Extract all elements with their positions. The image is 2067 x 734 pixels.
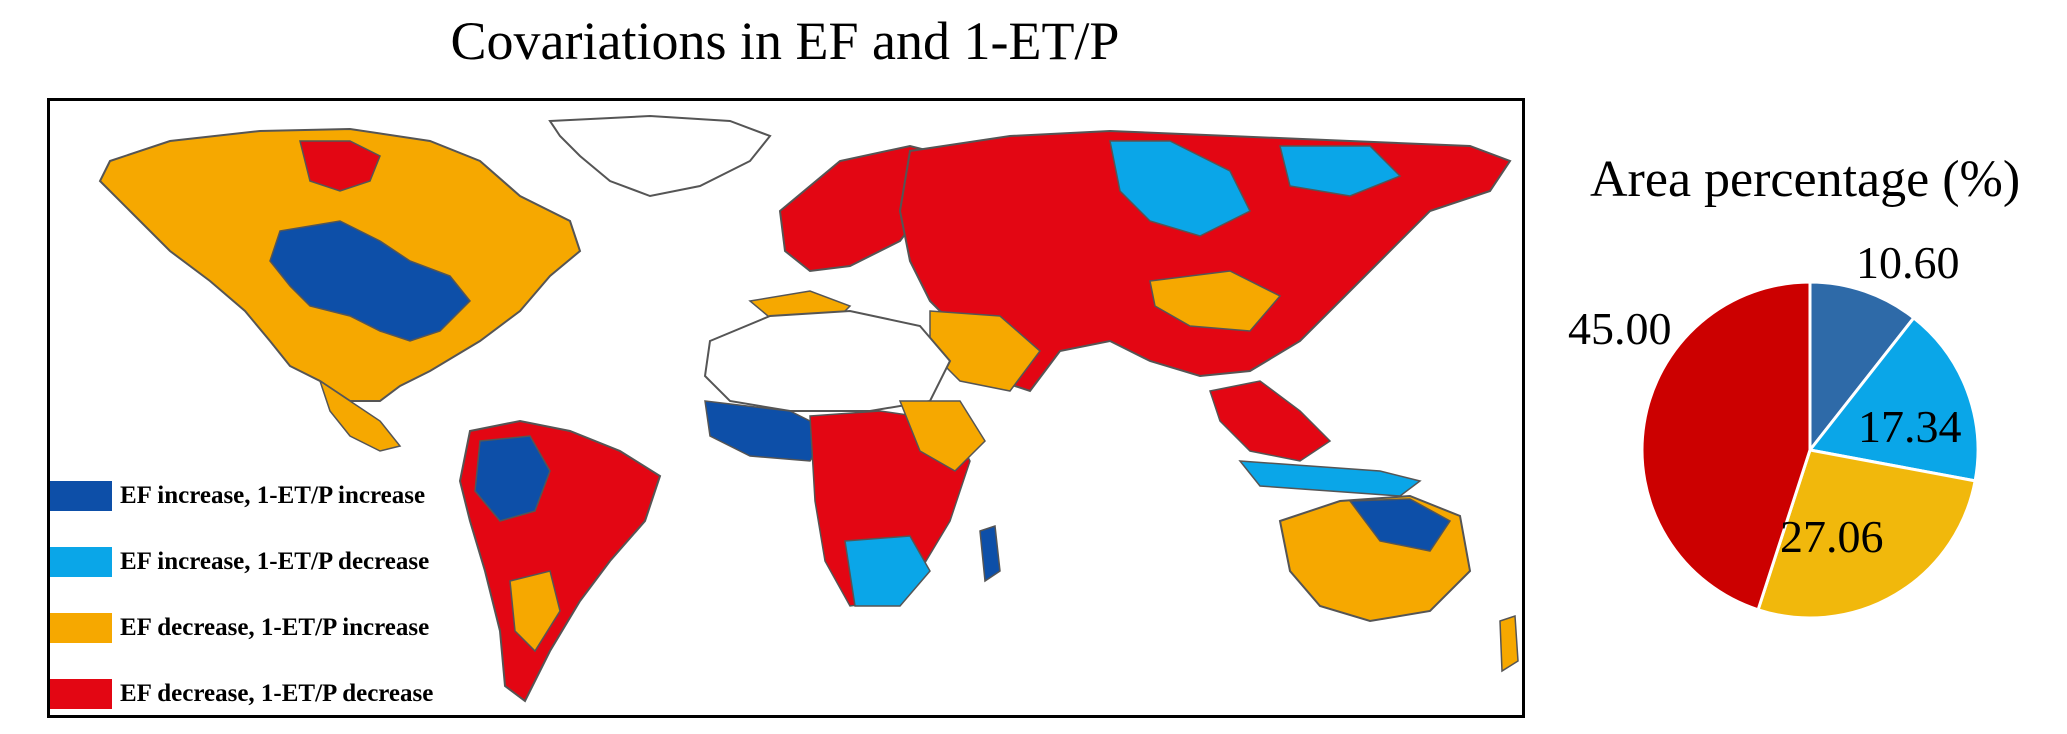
pie-label-slice-2: 17.34 [1858, 401, 1962, 452]
asia-orange-region [1149, 270, 1282, 332]
legend-label: EF decrease, 1-ET/P decrease [120, 680, 434, 707]
africa-west-region [704, 400, 832, 462]
pie-label-slice-3: 27.06 [1780, 511, 1884, 562]
legend-label: EF decrease, 1-ET/P increase [120, 614, 430, 641]
canada-red-region [299, 140, 381, 192]
world-map-graphic [98, 114, 1519, 703]
map-title: Covariations in EF and 1-ET/P [450, 11, 1120, 71]
pie-slice-3 [1756, 448, 1977, 620]
pie-label-slice-1: 10.60 [1856, 237, 1960, 288]
africa-north-region [703, 309, 952, 412]
legend-swatch [50, 679, 112, 709]
south-america-blue-region [474, 435, 551, 522]
legend-label: EF increase, 1-ET/P increase [120, 482, 426, 509]
legend-swatch [50, 547, 112, 577]
greenland-region [548, 114, 772, 198]
indonesia-region [1238, 460, 1422, 497]
asia-blue-region-east [1279, 145, 1402, 197]
legend-swatch [50, 613, 112, 643]
madagascar-region [979, 524, 1001, 583]
north-america-blue-region [269, 220, 472, 342]
legend-item-ef-decrease-1etp-decrease: EF decrease, 1-ET/P decrease [50, 674, 433, 714]
world-map [47, 98, 1525, 718]
legend-swatch [50, 481, 112, 511]
pie-slice-1 [1808, 280, 1916, 455]
africa-south-region [844, 535, 931, 607]
pie-slice-4 [1640, 280, 1812, 612]
legend-label: EF increase, 1-ET/P decrease [120, 548, 430, 575]
southeast-asia-region [1209, 380, 1332, 462]
pie-title: Area percentage (%) [1590, 151, 2021, 208]
legend-item-ef-decrease-1etp-increase: EF decrease, 1-ET/P increase [50, 608, 429, 648]
mexico-region [318, 379, 402, 452]
australia-blue-region [1348, 498, 1452, 552]
asia-blue-region [1109, 140, 1252, 237]
legend-item-ef-increase-1etp-increase: EF increase, 1-ET/P increase [50, 476, 425, 516]
legend-item-ef-increase-1etp-decrease: EF increase, 1-ET/P decrease [50, 542, 429, 582]
africa-east-region [898, 400, 986, 472]
new-zealand-region [1499, 614, 1519, 673]
pie-slice-2 [1807, 315, 1980, 483]
pie-label-slice-4: 45.00 [1568, 303, 1672, 354]
area-percentage-pie [1640, 280, 1980, 620]
south-america-orange-region [509, 570, 561, 653]
